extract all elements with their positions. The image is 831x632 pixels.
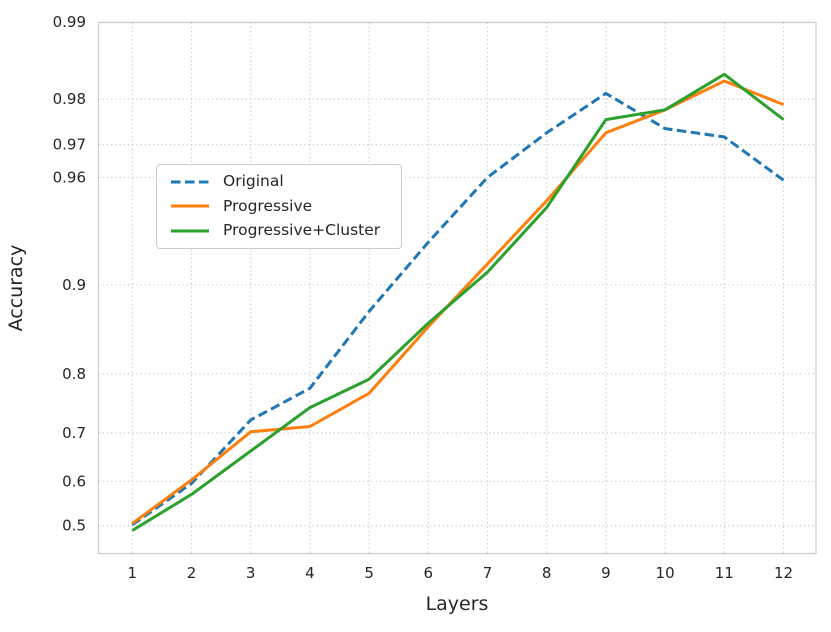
x-tick-label: 9 bbox=[601, 564, 611, 582]
x-tick-label: 11 bbox=[715, 564, 734, 582]
x-tick-label: 4 bbox=[305, 564, 315, 582]
y-tick-label: 0.8 bbox=[62, 365, 86, 383]
legend-label: Progressive bbox=[223, 196, 313, 215]
legend-item: Progressive bbox=[171, 194, 391, 218]
y-tick-labels: 0.5 0.6 0.7 0.8 0.9 0.96 0.97 0.98 0.99 bbox=[53, 13, 86, 535]
x-tick-label: 8 bbox=[542, 564, 552, 582]
y-tick-label: 0.7 bbox=[62, 424, 86, 442]
series-line-progressive bbox=[131, 79, 785, 525]
legend-item: Original bbox=[171, 170, 391, 194]
series-line-progressive-cluster bbox=[131, 72, 785, 532]
x-tick-label: 3 bbox=[246, 564, 256, 582]
x-tick-label: 7 bbox=[483, 564, 493, 582]
y-tick-label: 0.97 bbox=[53, 136, 86, 154]
series-line-original bbox=[131, 91, 785, 527]
x-tick-label: 6 bbox=[424, 564, 434, 582]
grid-layer bbox=[98, 21, 816, 554]
y-tick-label: 0.96 bbox=[53, 168, 86, 186]
legend-swatch-dashed-line bbox=[171, 180, 209, 184]
y-tick-label: 0.5 bbox=[62, 517, 86, 535]
series-layer bbox=[131, 72, 785, 532]
legend-label: Original bbox=[223, 172, 284, 191]
x-tick-labels: 1 2 3 4 5 6 7 8 9 10 11 12 bbox=[128, 564, 794, 582]
legend: Original Progressive Progressive+Cluster bbox=[156, 164, 402, 249]
x-tick-label: 5 bbox=[364, 564, 374, 582]
x-axis-title: Layers bbox=[426, 593, 489, 615]
legend-item: Progressive+Cluster bbox=[171, 219, 391, 243]
x-tick-label: 1 bbox=[128, 564, 138, 582]
legend-label: Progressive+Cluster bbox=[223, 221, 381, 240]
plot-frame bbox=[97, 21, 817, 555]
legend-swatch-solid-line bbox=[171, 204, 209, 208]
legend-swatch-solid-line bbox=[171, 229, 209, 233]
x-tick-label: 10 bbox=[656, 564, 675, 582]
y-tick-label: 0.9 bbox=[62, 276, 86, 294]
x-tick-label: 2 bbox=[187, 564, 197, 582]
y-tick-label: 0.98 bbox=[53, 90, 86, 108]
y-tick-label: 0.99 bbox=[53, 13, 86, 31]
x-tick-label: 12 bbox=[774, 564, 793, 582]
y-tick-label: 0.6 bbox=[62, 472, 86, 490]
y-axis-title: Accuracy bbox=[5, 245, 27, 332]
